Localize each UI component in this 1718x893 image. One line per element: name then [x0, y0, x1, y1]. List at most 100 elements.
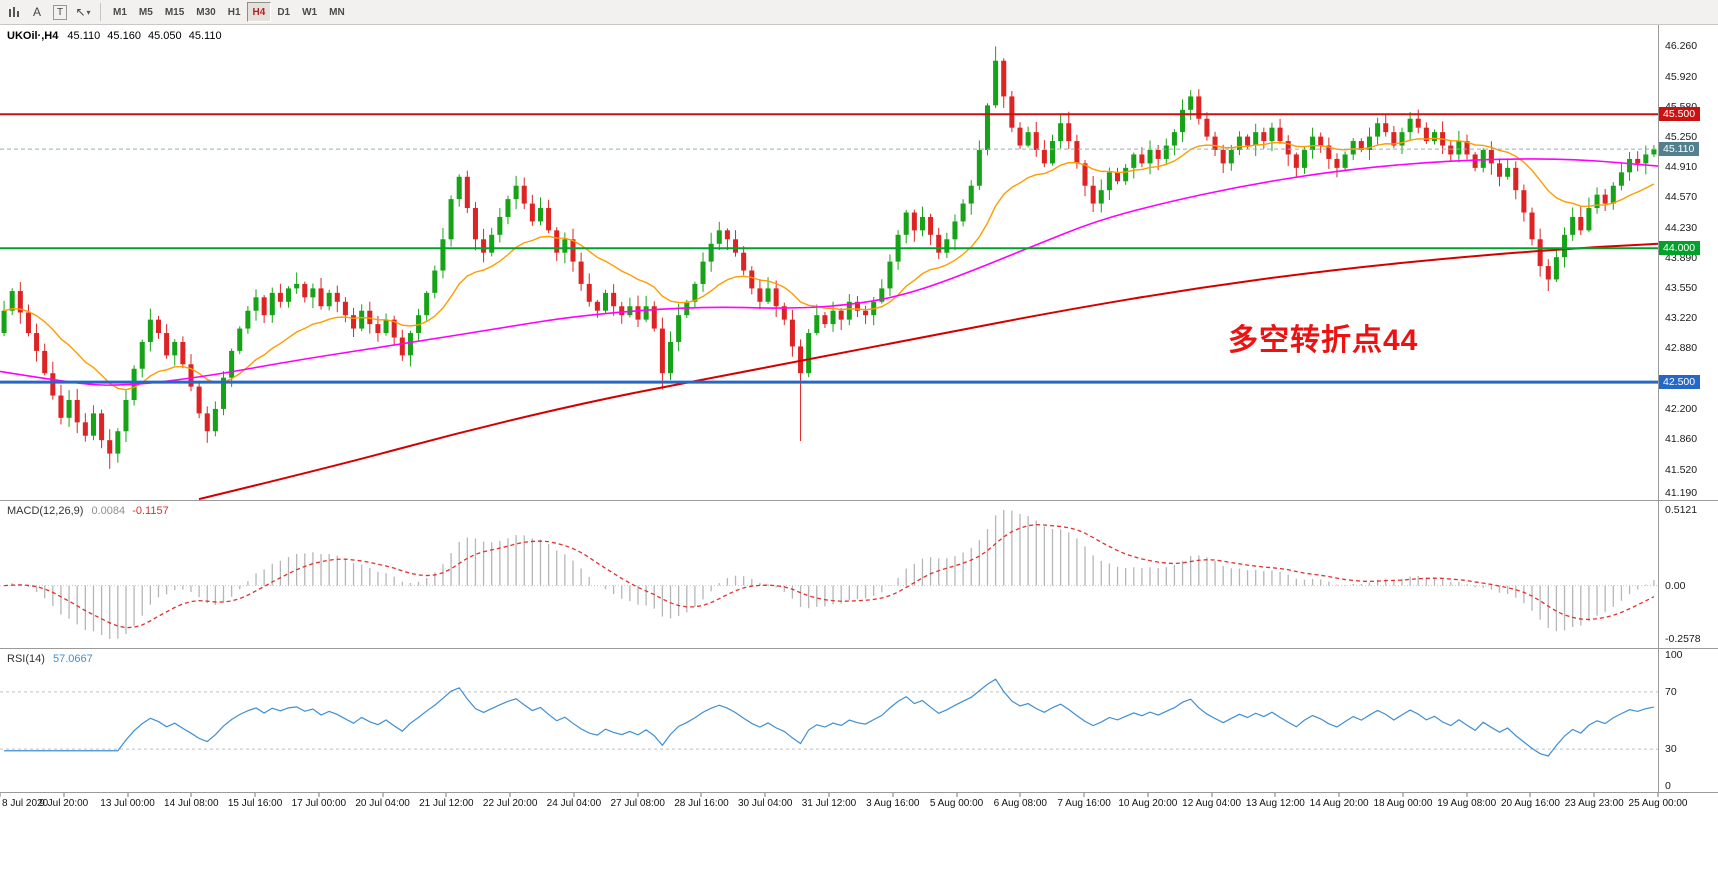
rsi-value: 57.0667 — [52, 653, 93, 665]
time-axis-label: 3 Aug 16:00 — [866, 798, 920, 809]
timeframe-m30[interactable]: M30 — [196, 6, 216, 18]
rsi-header: RSI(14) 57.0667 — [7, 653, 93, 665]
price-axis-label: 41.860 — [1665, 433, 1698, 446]
time-axis-tick — [382, 793, 384, 797]
time-axis-label: 13 Jul 00:00 — [100, 798, 155, 809]
time-axis-tick — [445, 793, 447, 797]
time-axis-tick — [637, 793, 639, 797]
time-axis-tick — [764, 793, 766, 797]
time-axis-label: 18 Aug 00:00 — [1373, 798, 1433, 809]
toolbar-separator — [100, 3, 101, 21]
time-axis-label: 24 Jul 04:00 — [546, 798, 602, 809]
rsi-chart[interactable] — [0, 649, 1658, 792]
ohlc-close: 45.110 — [188, 30, 222, 42]
price-axis-label: 44.910 — [1665, 160, 1698, 173]
price-axis-label: 45.920 — [1665, 70, 1698, 83]
time-axis-label: 20 Jul 04:00 — [355, 798, 410, 809]
time-axis-label: 7 Aug 16:00 — [1057, 798, 1111, 809]
time-axis-label: 25 Aug 00:00 — [1628, 798, 1688, 809]
macd-panel: MACD(12,26,9) 0.0084 -0.1157 0.5121 0.00 -… — [0, 501, 1718, 649]
rsi-plot[interactable]: RSI(14) 57.0667 — [0, 649, 1658, 792]
price-axis-label: 44.570 — [1665, 191, 1698, 204]
time-axis-label: 14 Jul 08:00 — [164, 798, 219, 809]
timeframe-d1[interactable]: D1 — [277, 6, 291, 18]
annotation-text: 多空转折点44 — [1228, 324, 1419, 357]
price-axis-label: 45.250 — [1665, 130, 1698, 143]
timeframe-m1[interactable]: M1 — [113, 6, 127, 18]
time-axis-tick — [700, 793, 702, 797]
time-axis-label: 22 Jul 20:00 — [482, 798, 538, 809]
time-axis-tick — [0, 793, 1, 797]
time-axis-label: 21 Jul 12:00 — [419, 798, 474, 809]
time-axis-label: 19 Aug 08:00 — [1437, 798, 1497, 809]
top-toolbar: A T ↖ ▾ M1 M5 M15 M30 H1 H4 D1 W1 MN — [0, 0, 1718, 25]
time-axis-tick — [190, 793, 192, 797]
time-axis-tick — [956, 793, 958, 797]
macd-plot[interactable]: MACD(12,26,9) 0.0084 -0.1157 — [0, 501, 1658, 648]
rsi-axis[interactable]: 100 70 30 0 — [1658, 649, 1718, 792]
price-axis-label: 41.190 — [1665, 487, 1698, 499]
time-axis[interactable]: 8 Jul 2020 9 Jul 20:00 13 Jul 00:00 14 Jul … — [0, 793, 1718, 813]
chevron-down-icon: ▾ — [86, 7, 91, 17]
time-axis-tick — [1466, 793, 1468, 797]
text-tool-icon[interactable]: T — [49, 2, 71, 22]
candlestick-chart[interactable] — [0, 25, 1658, 500]
bar-chart-glyph — [9, 7, 19, 17]
macd-axis-label: 0.00 — [1665, 579, 1686, 592]
time-axis-label: 14 Aug 20:00 — [1309, 798, 1369, 809]
time-axis-label: 31 Jul 12:00 — [801, 798, 857, 809]
timeframe-h1[interactable]: H1 — [227, 6, 241, 18]
timeframe-h4[interactable]: H4 — [246, 2, 272, 22]
time-axis-tick — [1083, 793, 1085, 797]
time-axis-tick — [1402, 793, 1404, 797]
letter-a-icon[interactable]: A — [26, 2, 48, 22]
cursor-glyph: ↖ — [75, 5, 86, 19]
time-axis-tick — [1593, 793, 1595, 797]
letter-a-glyph: A — [32, 5, 41, 19]
time-axis-tick — [892, 793, 894, 797]
cursor-tool-icon[interactable]: ↖ ▾ — [72, 2, 94, 22]
timeframe-mn[interactable]: MN — [329, 6, 345, 18]
time-axis-tick — [254, 793, 256, 797]
rsi-axis-label: 0 — [1665, 780, 1671, 792]
timeframe-m15[interactable]: M15 — [164, 6, 185, 18]
time-axis-tick — [1338, 793, 1340, 797]
macd-value-main: 0.0084 — [91, 505, 126, 517]
price-axis-label: 44.230 — [1665, 221, 1698, 234]
rsi-axis-label: 30 — [1665, 743, 1677, 756]
time-axis-label: 6 Aug 08:00 — [993, 798, 1047, 809]
rsi-panel: RSI(14) 57.0667 100 70 30 0 — [0, 649, 1718, 793]
macd-axis[interactable]: 0.5121 0.00 -0.2578 — [1658, 501, 1718, 648]
timeframe-group: M1 M5 M15 M30 H1 H4 D1 W1 MN — [107, 2, 351, 22]
ohlc-high: 45.160 — [107, 30, 141, 42]
time-axis-label: 9 Jul 20:00 — [39, 798, 89, 809]
ohlc-open: 45.110 — [67, 30, 101, 42]
time-axis-tick — [1019, 793, 1021, 797]
macd-axis-label: 0.5121 — [1665, 504, 1698, 516]
time-axis-tick — [1211, 793, 1213, 797]
letter-t-glyph: T — [52, 4, 68, 20]
time-axis-label: 17 Jul 00:00 — [291, 798, 347, 809]
time-axis-tick — [1657, 793, 1659, 797]
macd-chart[interactable] — [0, 501, 1658, 648]
time-axis-tick — [1529, 793, 1531, 797]
timeframe-m5[interactable]: M5 — [138, 6, 153, 18]
time-axis-label: 15 Jul 16:00 — [227, 798, 283, 809]
main-chart-plot[interactable]: UKOil·,H4 45.110 45.160 45.050 45.110 多空… — [0, 25, 1658, 500]
price-axis-label: 43.220 — [1665, 311, 1698, 324]
price-axis-label: 41.520 — [1665, 463, 1698, 476]
time-axis-tick — [509, 793, 511, 797]
time-axis-label: 8 Jul 2020 — [2, 798, 49, 809]
macd-value-signal: -0.1157 — [132, 505, 169, 517]
chart-header: UKOil·,H4 45.110 45.160 45.050 45.110 — [7, 30, 226, 42]
time-axis-tick — [63, 793, 65, 797]
bar-chart-icon[interactable] — [3, 2, 25, 22]
price-axis[interactable]: 46.26045.92045.58045.25044.91044.57044.2… — [1658, 25, 1718, 500]
time-axis-label: 30 Jul 04:00 — [737, 798, 793, 809]
timeframe-w1[interactable]: W1 — [302, 6, 318, 18]
time-axis-label: 23 Aug 23:00 — [1564, 798, 1624, 809]
time-axis-tick — [318, 793, 320, 797]
time-axis-label: 28 Jul 16:00 — [674, 798, 729, 809]
price-tag: 45.500 — [1659, 107, 1701, 122]
